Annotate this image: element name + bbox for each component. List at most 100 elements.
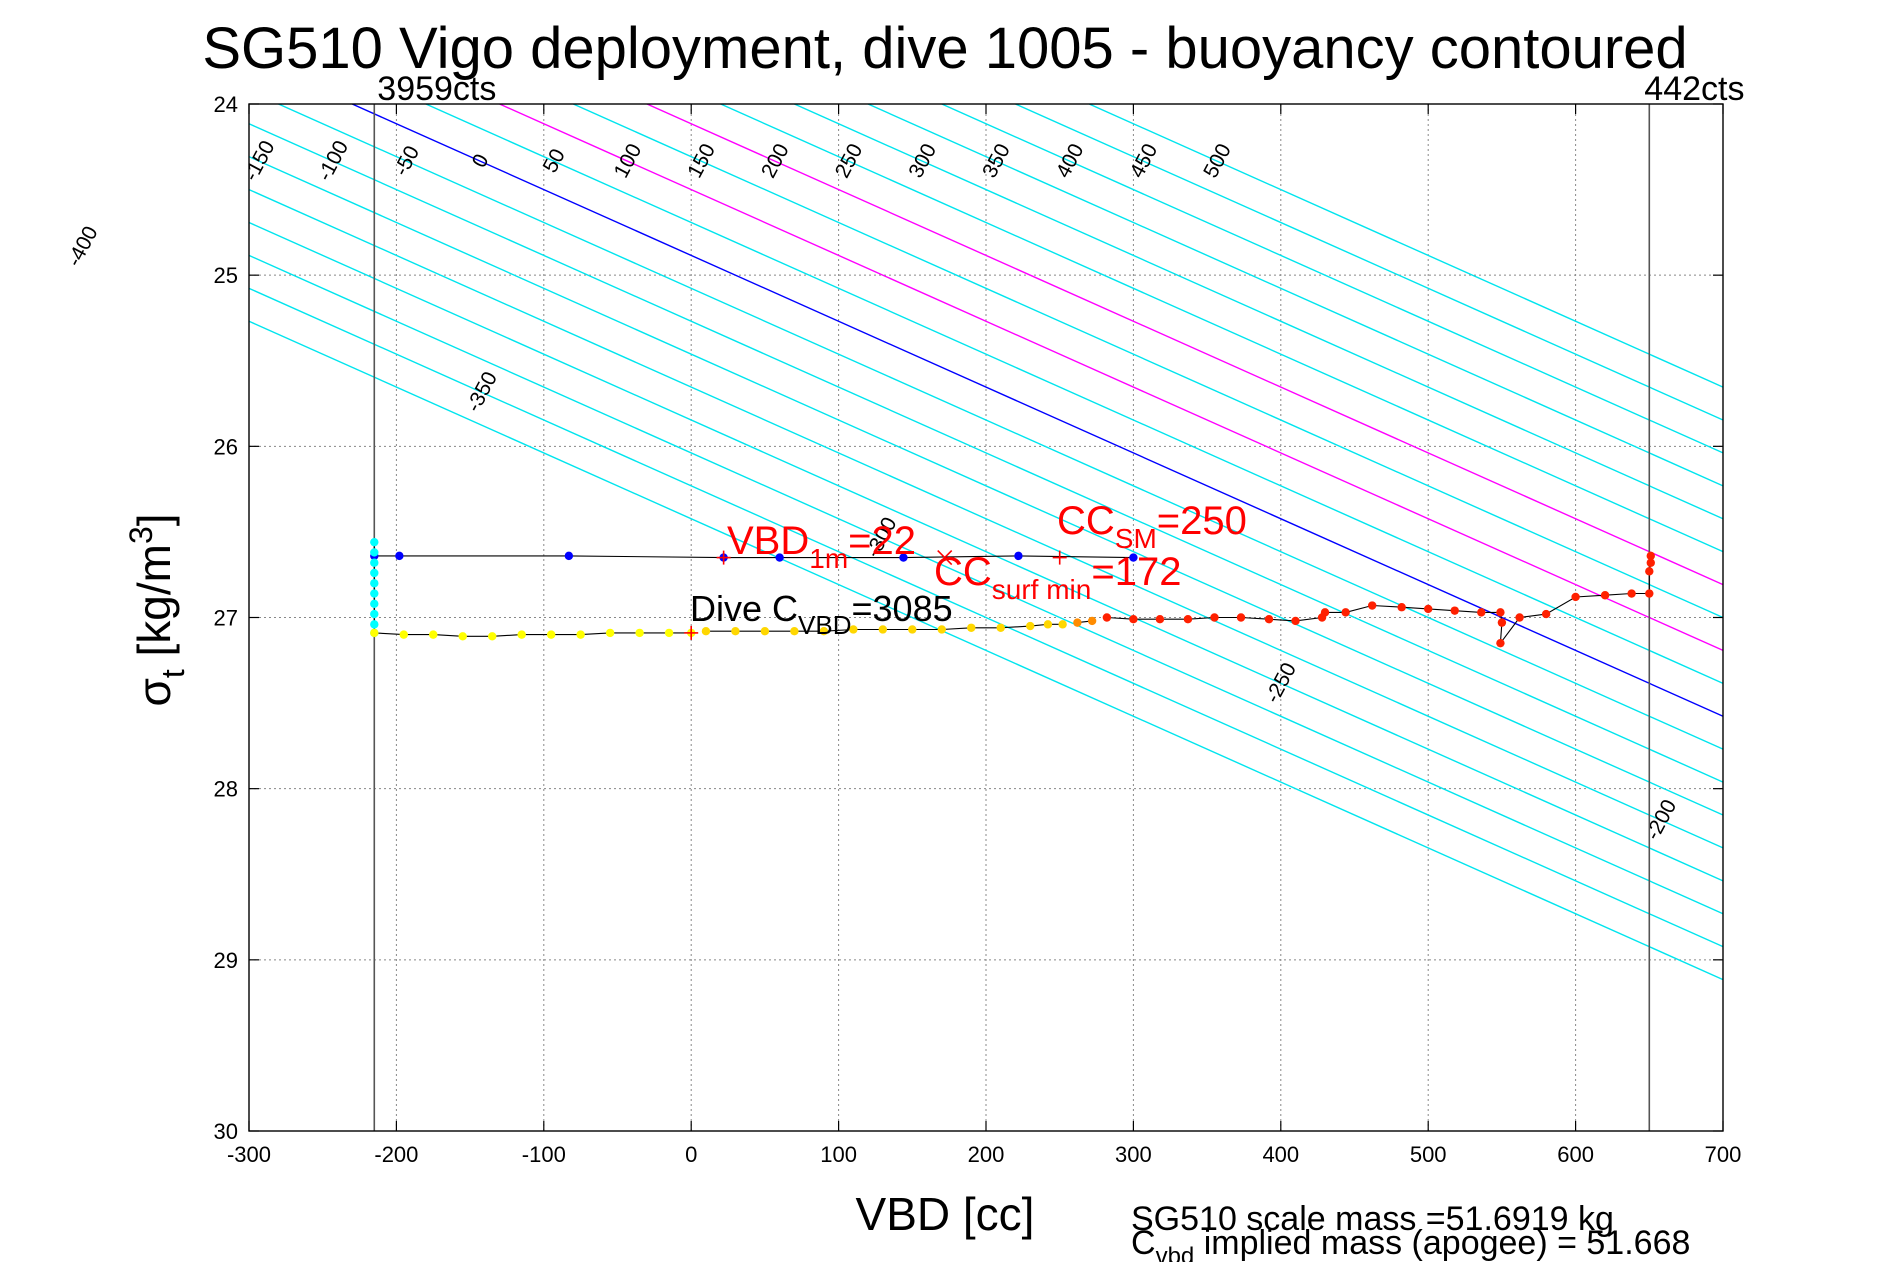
annotation-cc-sm-value: =250: [1157, 499, 1247, 543]
data-point: [370, 558, 379, 567]
data-point: [701, 626, 711, 636]
contour-line: [1088, 104, 1723, 388]
series-line: [374, 632, 692, 637]
chart-title: SG510 Vigo deployment, dive 1005 - buoya…: [202, 16, 1687, 81]
contour-line: [249, 254, 1723, 915]
data-point: [399, 630, 408, 639]
data-point: [775, 553, 784, 562]
y-tick-label: 29: [214, 948, 238, 973]
x-marker: [937, 550, 953, 566]
data-point: [395, 551, 404, 561]
y-tick-label: 26: [214, 434, 238, 459]
y-tick-label: 24: [214, 92, 238, 117]
x-tick-label: 100: [820, 1142, 857, 1167]
annotation-dive-cvbd-value: =3085: [852, 588, 953, 629]
x-tick-label: 0: [685, 1142, 697, 1167]
data-point: [1397, 603, 1406, 612]
data-point: [1645, 567, 1654, 576]
y-tick-label: 28: [214, 777, 238, 802]
data-point: [1183, 615, 1193, 624]
y-tick-label: 30: [214, 1119, 238, 1144]
data-point: [1341, 608, 1350, 617]
data-point: [1450, 606, 1459, 615]
plus-marker: [684, 625, 699, 640]
data-point: [1541, 609, 1551, 619]
data-point: [546, 630, 556, 639]
contour-line: [572, 104, 1723, 619]
data-point: [370, 599, 379, 609]
contour-line: [941, 104, 1723, 454]
data-point: [370, 620, 379, 629]
contour-line: [425, 104, 1723, 685]
y-axis-label: σt [kg/m3]: [123, 513, 191, 706]
limit-label: 3959cts: [377, 70, 496, 108]
data-point: [1646, 551, 1655, 561]
series-line: [705, 623, 1063, 632]
contour-line: [794, 104, 1723, 520]
annotation-dive-cvbd-sub: VBD: [798, 610, 851, 640]
data-point: [996, 623, 1005, 632]
footer-implied-mass-main: C: [1131, 1224, 1156, 1262]
data-point: [1264, 615, 1274, 624]
data-point: [1129, 615, 1138, 624]
limit-label: 442cts: [1644, 70, 1744, 108]
data-point: [908, 625, 917, 634]
x-tick-label: 600: [1557, 1142, 1594, 1167]
data-point: [1291, 616, 1300, 626]
data-point: [1026, 621, 1035, 631]
dive-series: [370, 537, 1655, 648]
data-point: [937, 625, 946, 634]
data-point: [576, 630, 585, 639]
contour-line: [278, 104, 1723, 750]
data-point: [370, 548, 379, 557]
data-point: [1210, 613, 1219, 622]
data-point: [370, 568, 379, 578]
annotation-cc-surf-min-main: CC: [934, 550, 992, 594]
data-point: [1129, 553, 1138, 562]
data-point: [1646, 558, 1655, 567]
y-tick-label: 25: [214, 263, 238, 288]
axis-ticks: -300 -200 -100 0 100 200 300 400 500 600 700 24 25 26…: [214, 92, 1742, 1167]
data-point: [1320, 608, 1330, 617]
annotation-vbd-1m-value: =22: [848, 519, 916, 563]
plus-marker: [716, 550, 731, 565]
x-tick-label: 300: [1115, 1142, 1152, 1167]
data-point: [1367, 601, 1377, 610]
data-point: [1497, 618, 1507, 627]
y-axis-label-main: σ: [128, 678, 180, 706]
annotation-dive-cvbd: Dive CVBD=3085: [690, 588, 953, 640]
data-point: [1496, 638, 1505, 648]
x-tick-label: 700: [1705, 1142, 1742, 1167]
data-point: [1155, 615, 1165, 624]
y-axis-label-sup: 3: [123, 526, 159, 544]
x-tick-label: -300: [227, 1142, 271, 1167]
contour-line: [867, 104, 1723, 487]
data-point: [664, 628, 674, 638]
data-point: [370, 628, 379, 638]
data-point: [635, 628, 644, 638]
data-point: [1058, 620, 1067, 629]
footer-implied-mass: Cvbd implied mass (apogee) = 51.668: [1131, 1224, 1690, 1262]
annotation-dive-cvbd-main: Dive C: [690, 588, 798, 629]
annotation-cc-sm-main: CC: [1057, 499, 1115, 543]
annotation-vbd-1m-main: VBD: [727, 519, 809, 563]
x-tick-label: 500: [1410, 1142, 1447, 1167]
data-point: [1496, 608, 1505, 617]
y-axis-label-close: ]: [128, 513, 180, 526]
data-point: [1645, 589, 1654, 598]
x-tick-label: -200: [374, 1142, 418, 1167]
data-point: [1014, 551, 1023, 561]
data-point: [1627, 589, 1636, 598]
data-point: [1087, 616, 1097, 626]
plus-marker: [1052, 550, 1067, 565]
annotation-cc-surf-min: CCsurf min=172: [934, 550, 1181, 605]
contour-line: [646, 104, 1723, 586]
x-tick-label: -100: [522, 1142, 566, 1167]
footer-implied-mass-rest: implied mass (apogee) = 51.668: [1194, 1224, 1690, 1262]
data-point: [370, 589, 379, 598]
footer-implied-mass-sub: vbd: [1156, 1243, 1195, 1262]
data-point: [564, 551, 574, 561]
x-axis-label: VBD [cc]: [856, 1188, 1035, 1240]
annotation-cc-surf-min-value: =172: [1091, 550, 1181, 594]
data-point: [790, 626, 799, 636]
